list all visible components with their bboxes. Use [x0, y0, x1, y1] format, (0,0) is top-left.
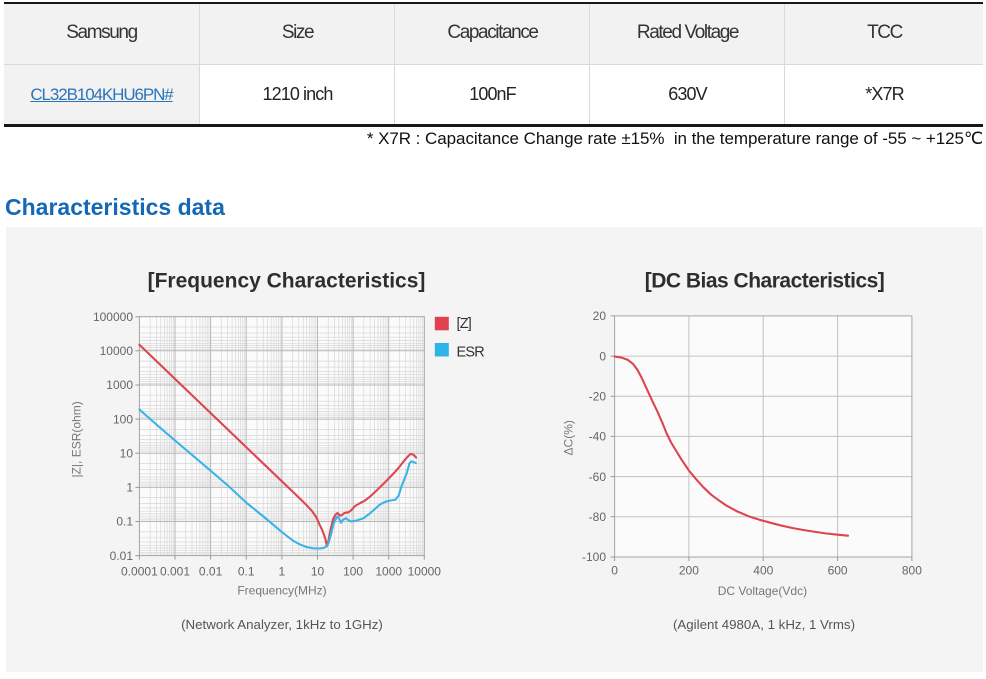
- svg-text:10: 10: [311, 565, 325, 579]
- svg-text:10000: 10000: [100, 344, 134, 358]
- svg-text:ESR: ESR: [457, 345, 485, 361]
- svg-text:200: 200: [679, 564, 699, 578]
- svg-text:ΔC(%): ΔC(%): [562, 420, 576, 455]
- svg-text:10000: 10000: [408, 565, 442, 579]
- svg-text:-40: -40: [589, 430, 607, 444]
- svg-text:0.1: 0.1: [116, 515, 133, 529]
- svg-text:[Z]: [Z]: [457, 316, 472, 332]
- svg-text:-80: -80: [589, 510, 607, 524]
- svg-text:0.001: 0.001: [160, 565, 190, 579]
- svg-text:(Agilent 4980A, 1 kHz, 1 Vrms): (Agilent 4980A, 1 kHz, 1 Vrms): [673, 617, 855, 632]
- svg-text:0: 0: [599, 349, 606, 363]
- svg-text:1: 1: [279, 565, 286, 579]
- svg-text:100000: 100000: [93, 310, 133, 324]
- svg-text:1000: 1000: [106, 378, 133, 392]
- svg-text:DC Voltage(Vdc): DC Voltage(Vdc): [718, 584, 807, 598]
- svg-text:[Frequency Characteristics]: [Frequency Characteristics]: [148, 270, 426, 293]
- svg-text:Frequency(MHz): Frequency(MHz): [237, 584, 326, 598]
- svg-text:[DC Bias Characteristics]: [DC Bias Characteristics]: [645, 270, 885, 293]
- svg-text:20: 20: [593, 309, 607, 323]
- svg-text:400: 400: [753, 564, 773, 578]
- svg-text:0.0001: 0.0001: [121, 565, 158, 579]
- svg-text:-60: -60: [589, 470, 607, 484]
- svg-text:0.01: 0.01: [110, 549, 134, 563]
- svg-text:100: 100: [113, 412, 133, 426]
- svg-text:600: 600: [828, 564, 848, 578]
- svg-text:1: 1: [126, 481, 133, 495]
- svg-text:100: 100: [343, 565, 363, 579]
- svg-text:10: 10: [120, 446, 134, 460]
- svg-text:0.1: 0.1: [238, 565, 255, 579]
- svg-text:0.01: 0.01: [199, 565, 223, 579]
- svg-text:(Network Analyzer, 1kHz to 1GH: (Network Analyzer, 1kHz to 1GHz): [181, 617, 383, 632]
- svg-text:800: 800: [902, 564, 922, 578]
- svg-text:|Z|, ESR(ohm): |Z|, ESR(ohm): [70, 401, 84, 477]
- svg-text:-100: -100: [582, 550, 606, 564]
- svg-text:1000: 1000: [375, 565, 402, 579]
- svg-text:-20: -20: [589, 390, 607, 404]
- svg-text:0: 0: [611, 564, 618, 578]
